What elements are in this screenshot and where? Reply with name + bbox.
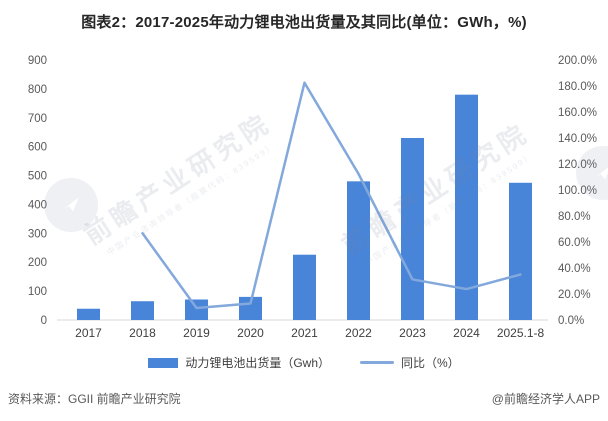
yoy-line xyxy=(141,81,522,310)
x-axis-label-2025.1-8: 2025.1-8 xyxy=(497,326,545,340)
left-axis-tick: 300 xyxy=(28,228,47,240)
bar-2020 xyxy=(239,296,262,320)
x-axis-label-2019: 2019 xyxy=(183,326,210,340)
left-axis-tick: 600 xyxy=(28,142,47,154)
right-axis-tick: 20.0% xyxy=(558,289,591,301)
bar-series-label: 动力锂电池出货量（Gwh） xyxy=(185,356,330,370)
right-axis-tick: 60.0% xyxy=(558,237,591,249)
bar-2024 xyxy=(455,94,478,320)
credit-text: @前瞻经济学人APP xyxy=(491,392,600,406)
x-axis-label-2020: 2020 xyxy=(237,326,264,340)
right-axis-tick: 40.0% xyxy=(558,263,591,275)
x-axis-label-2024: 2024 xyxy=(453,326,480,340)
right-axis-tick: 140.0% xyxy=(558,133,597,145)
left-axis-tick: 500 xyxy=(28,171,47,183)
bar-2023 xyxy=(401,138,424,320)
bar-2022 xyxy=(347,181,370,320)
left-axis-tick: 900 xyxy=(28,55,47,67)
right-axis-tick: 160.0% xyxy=(558,107,597,119)
right-axis-tick: 200.0% xyxy=(558,55,597,67)
left-axis-tick: 100 xyxy=(28,286,47,298)
legend-item-yoy: 同比（%） xyxy=(360,354,460,371)
right-axis-tick: 180.0% xyxy=(558,81,597,93)
left-axis-tick: 800 xyxy=(28,84,47,96)
x-axis-label-2022: 2022 xyxy=(345,326,372,340)
left-axis-tick: 0 xyxy=(41,315,47,327)
line-series-label: 同比（%） xyxy=(401,356,460,370)
chart-legend: 动力锂电池出货量（Gwh） 同比（%） xyxy=(0,354,608,371)
x-axis-label-2018: 2018 xyxy=(129,326,156,340)
right-axis-tick: 0.0% xyxy=(558,315,584,327)
legend-item-shipments: 动力锂电池出货量（Gwh） xyxy=(148,354,330,371)
bar-series-swatch xyxy=(148,357,179,368)
x-axis-label-2021: 2021 xyxy=(291,326,318,340)
left-axis-tick: 400 xyxy=(28,199,47,211)
right-axis-tick: 100.0% xyxy=(558,185,597,197)
right-axis-tick: 80.0% xyxy=(558,211,591,223)
right-axis-tick: 120.0% xyxy=(558,159,597,171)
left-axis-tick: 200 xyxy=(28,257,47,269)
bar-2021 xyxy=(293,254,316,320)
combo-chart: 0 100 200 300 400 500 600 700 800 900 0.0% 20.0% 40.… xyxy=(28,55,597,340)
bar-2018 xyxy=(131,301,154,320)
figure-footer: 资料来源：GGII 前瞻产业研究院 @前瞻经济学人APP xyxy=(8,390,600,407)
x-axis-label-2017: 2017 xyxy=(75,326,102,340)
left-axis-tick: 700 xyxy=(28,113,47,125)
x-axis-label-2023: 2023 xyxy=(399,326,426,340)
bar-2019 xyxy=(185,299,208,320)
chart-title: 图表2：2017-2025年动力锂电池出货量及其同比(单位：GWh，%) xyxy=(81,14,527,31)
bar-2025.1-8 xyxy=(509,182,532,320)
source-text: 资料来源：GGII 前瞻产业研究院 xyxy=(8,392,181,406)
line-series-swatch xyxy=(360,361,394,364)
bar-2017 xyxy=(77,308,100,320)
